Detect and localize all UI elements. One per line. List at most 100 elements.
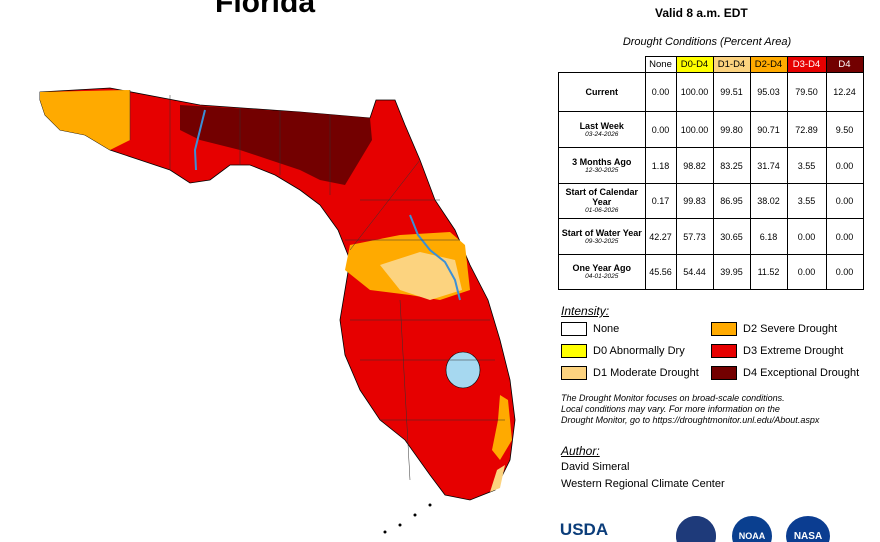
table-cell: 95.03	[749, 72, 788, 112]
logo: NOAA	[732, 516, 772, 542]
table-cell: 9.50	[825, 111, 864, 148]
table-cell: 0.00	[825, 254, 864, 290]
row-name: One Year Ago	[572, 263, 632, 273]
legend-label: None	[593, 323, 620, 335]
column-header: None	[644, 56, 677, 73]
column-header: D0-D4	[675, 56, 714, 73]
legend-swatch	[561, 344, 587, 358]
table-cell: 39.95	[712, 254, 751, 290]
legend-item: D3 Extreme Drought	[711, 344, 843, 358]
keys	[383, 503, 432, 534]
table-cell: 1.18	[644, 147, 677, 184]
logo-seal	[676, 516, 716, 542]
legend-label: D0 Abnormally Dry	[593, 345, 685, 357]
legend-swatch	[711, 366, 737, 380]
table-cell: 54.44	[675, 254, 714, 290]
table-cell: 3.55	[786, 183, 827, 219]
table-cell: 57.73	[675, 218, 714, 255]
area-d2-west	[40, 90, 130, 150]
logo: USDA	[559, 520, 609, 539]
table-cell: 38.02	[749, 183, 788, 219]
table-cell: 42.27	[644, 218, 677, 255]
row-date: 03-24-2026	[585, 130, 619, 138]
legend-item: None	[561, 322, 619, 336]
column-header: D3-D4	[786, 56, 827, 73]
note-line: The Drought Monitor focuses on broad-sca…	[561, 393, 785, 403]
table-cell: 98.82	[675, 147, 714, 184]
table-row: Last Week 03-24-2026 0.00 100.00 99.80 90.71 7…	[558, 111, 864, 148]
table-cell: 11.52	[749, 254, 788, 290]
row-date: 12-30-2025	[585, 166, 619, 174]
legend-swatch	[711, 344, 737, 358]
row-label: Start of Calendar Year 01-06-2026	[558, 183, 646, 219]
table-cell: 0.00	[644, 111, 677, 148]
area-d1-central	[380, 252, 462, 300]
table-cell: 31.74	[749, 147, 788, 184]
note: The Drought Monitor focuses on broad-sca…	[561, 393, 819, 426]
legend-title: Intensity:	[561, 304, 610, 318]
author-line: Western Regional Climate Center	[561, 478, 725, 490]
table-cell: 0.00	[644, 72, 677, 112]
row-date: 09-30-2025	[585, 237, 619, 245]
table-cell: 99.51	[712, 72, 751, 112]
table-cell: 90.71	[749, 111, 788, 148]
table-row: Current 0.00 100.00 99.51 95.03 79.50 12.24	[558, 72, 864, 112]
legend-item: D0 Abnormally Dry	[561, 344, 685, 358]
row-name: 3 Months Ago	[572, 156, 632, 167]
row-label: 3 Months Ago 12-30-2025	[558, 147, 646, 184]
row-label: Current	[558, 72, 646, 112]
logo: NASA	[786, 516, 830, 542]
table-row: Start of Water Year 09-30-2025 42.27 57.73 3…	[558, 218, 864, 255]
table-row: 3 Months Ago 12-30-2025 1.18 98.82 83.25 31.7…	[558, 147, 864, 184]
row-name: Start of Water Year	[561, 227, 642, 238]
area-d4	[180, 105, 372, 185]
table-cell: 0.00	[786, 254, 827, 290]
table-cell: 45.56	[644, 254, 677, 290]
map	[39, 87, 516, 534]
legend-item: D1 Moderate Drought	[561, 366, 699, 380]
state-d3	[39, 87, 516, 501]
corner-cell	[558, 56, 646, 73]
table-cell: 12.24	[825, 72, 864, 112]
row-label: One Year Ago 04-01-2025	[558, 254, 646, 290]
header-row: None D0-D4 D1-D4 D2-D4 D3-D4 D4	[558, 56, 864, 73]
column-header: D1-D4	[712, 56, 751, 73]
row-label: Last Week 03-24-2026	[558, 111, 646, 148]
column-header: D2-D4	[749, 56, 788, 73]
area-d1-coast	[490, 465, 505, 492]
river	[409, 214, 461, 301]
row-name: Start of Calendar Year	[565, 187, 638, 207]
county-lines	[129, 90, 505, 481]
legend-item: D4 Exceptional Drought	[711, 366, 859, 380]
lake-okeechobee	[445, 351, 481, 389]
legend-label: D2 Severe Drought	[743, 323, 838, 335]
row-date: 01-06-2026	[585, 207, 619, 214]
river	[193, 109, 206, 171]
table-cell: 99.80	[712, 111, 751, 148]
table-cell: 72.89	[786, 111, 827, 148]
column-header: D4	[825, 56, 864, 73]
table-cell: 0.00	[825, 147, 864, 184]
table-cell: 30.65	[712, 218, 751, 255]
table-cell: 100.00	[675, 72, 714, 112]
legend-label: D4 Exceptional Drought	[743, 367, 860, 379]
table-cell: 0.00	[825, 183, 864, 219]
legend-item: D2 Severe Drought	[711, 322, 837, 336]
table-cell: 79.50	[786, 72, 827, 112]
row-date: 04-01-2025	[585, 273, 619, 280]
row-label: Start of Water Year 09-30-2025	[558, 218, 646, 255]
legend-label: D1 Moderate Drought	[593, 367, 699, 379]
legend-swatch	[711, 322, 737, 336]
legend-swatch	[561, 366, 587, 380]
table-cell: 86.95	[712, 183, 751, 219]
legend-label: D3 Extreme Drought	[743, 345, 844, 357]
table-cell: 6.18	[749, 218, 788, 255]
note-line: Local conditions may vary. For more info…	[561, 404, 780, 414]
author-line: David Simeral	[561, 461, 630, 473]
table-caption: Drought Conditions (Percent Area)	[622, 36, 792, 48]
table-cell: 100.00	[675, 111, 714, 148]
table-row: One Year Ago 04-01-2025 45.56 54.44 39.95 11.…	[558, 254, 864, 290]
table-cell: 0.17	[644, 183, 677, 219]
table-cell: 0.00	[825, 218, 864, 255]
